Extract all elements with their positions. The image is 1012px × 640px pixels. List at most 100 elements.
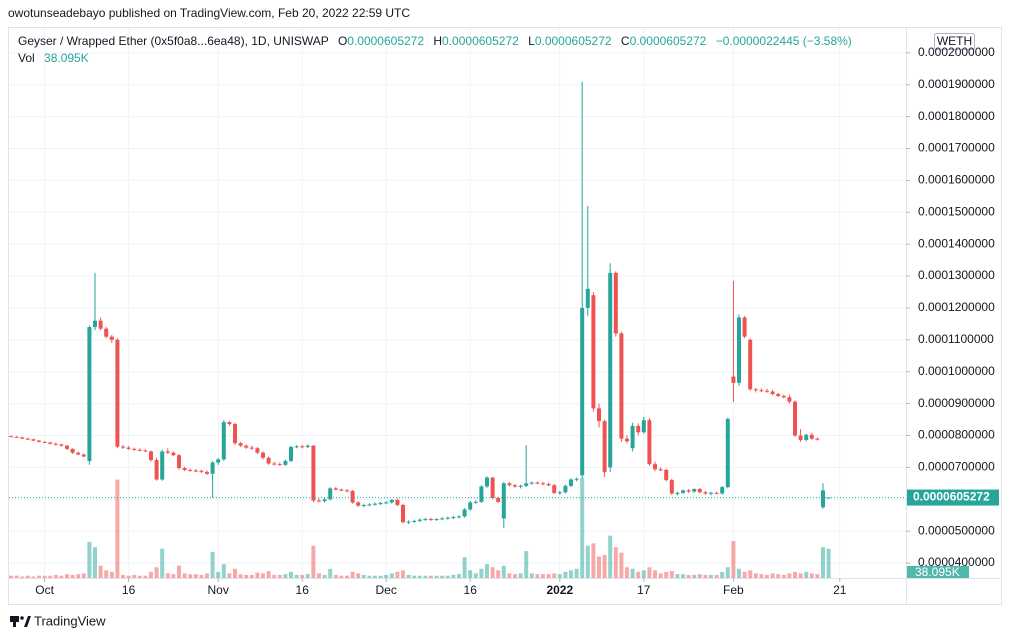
candle-body [591, 295, 596, 409]
volume-bar [378, 575, 383, 578]
candle-body [524, 483, 529, 486]
volume-bar [59, 575, 64, 578]
candle-body [177, 455, 181, 468]
candle-body [602, 421, 607, 473]
candle-body [787, 397, 792, 402]
close-value: 0.0000605272 [630, 34, 707, 48]
candle-body [76, 452, 81, 455]
candle-body [485, 477, 489, 487]
candle-body [462, 509, 467, 517]
volume-bar [233, 568, 237, 578]
volume-bar [255, 572, 260, 578]
x-tick-label: 16 [122, 583, 136, 597]
volume-bar [563, 571, 568, 578]
candle-body [697, 489, 702, 493]
candle-body [367, 504, 372, 506]
candle-body [714, 492, 719, 494]
volume-bar [53, 574, 58, 578]
volume-bar [714, 574, 719, 578]
candle-body [249, 447, 254, 449]
candle-body [417, 519, 422, 521]
candle-body [395, 499, 400, 505]
volume-bar [742, 571, 747, 578]
candle-body [753, 389, 758, 391]
volume-bar [585, 545, 590, 578]
candle-body [557, 492, 562, 494]
volume-bar [261, 573, 265, 578]
low-value: 0.0000605272 [535, 34, 612, 48]
volume-bar [496, 570, 501, 578]
candle-body [569, 479, 573, 486]
y-tick-label: 0.0001800000 [918, 109, 995, 123]
open-value: 0.0000605272 [347, 34, 424, 48]
volume-bar [798, 573, 803, 578]
candle-body [333, 488, 338, 490]
volume-bar [311, 545, 316, 578]
y-tick-label: 0.0001400000 [918, 236, 995, 250]
volume-bar [115, 479, 120, 578]
volume-bar [199, 574, 204, 578]
candle-body [137, 449, 142, 451]
y-tick-label: 0.0001700000 [918, 141, 995, 155]
volume-bar [322, 574, 327, 578]
candle-body [664, 469, 669, 481]
volume-bar [87, 541, 92, 578]
x-tick-label: 17 [637, 583, 651, 597]
candle-body [585, 288, 590, 308]
brand: TradingView [34, 613, 106, 628]
x-tick-label: 16 [296, 583, 310, 597]
volume-bar [518, 573, 523, 578]
candle-body [513, 485, 517, 487]
candle-body [647, 420, 652, 465]
candle-body [501, 483, 506, 519]
volume-bar [473, 573, 478, 578]
volume-bar [193, 574, 198, 578]
currency-badge[interactable] [934, 33, 975, 50]
candle-body [445, 517, 450, 519]
y-tick-label: 0.0002000000 [918, 45, 995, 59]
candle-body [305, 445, 310, 447]
candle-body [412, 520, 417, 522]
volume-bar [541, 574, 545, 578]
candle-body [703, 492, 708, 494]
volume-bar [434, 575, 439, 578]
candle-body [636, 425, 641, 433]
volume-bar [356, 573, 361, 578]
candle-body [199, 470, 204, 472]
candle-body [709, 492, 713, 494]
candle-body [93, 320, 97, 328]
candle-body [81, 454, 86, 457]
candle-body [781, 395, 786, 398]
high-value: 0.0000605272 [442, 34, 519, 48]
candle-body [669, 480, 674, 494]
volume-bar [647, 567, 652, 578]
volume-bar [664, 571, 669, 578]
candle-body [507, 483, 512, 486]
currency[interactable]: WETH [937, 34, 972, 48]
candle-body [160, 451, 165, 480]
candle-body [171, 452, 176, 456]
candle-body [193, 470, 198, 472]
candle-body [53, 443, 58, 445]
candle-body [233, 424, 237, 444]
candle-body [389, 499, 394, 503]
candle-body [692, 489, 697, 492]
candle-body [580, 307, 585, 476]
candle-body [87, 327, 92, 461]
volume-bar [305, 574, 310, 578]
candle-body [658, 469, 663, 471]
volume-bar [165, 573, 170, 578]
candle-body [731, 376, 736, 383]
volume-bar [692, 574, 697, 578]
low-label: L [528, 34, 535, 48]
y-tick-label: 0.0001200000 [918, 300, 995, 314]
last-price-label: 0.0000605272 [913, 490, 990, 504]
volume-bar [507, 573, 512, 578]
candle-body [490, 477, 495, 498]
volume-bar [675, 574, 680, 578]
volume-bar [608, 535, 613, 578]
candle-body [535, 482, 540, 484]
volume-bar [143, 575, 148, 578]
